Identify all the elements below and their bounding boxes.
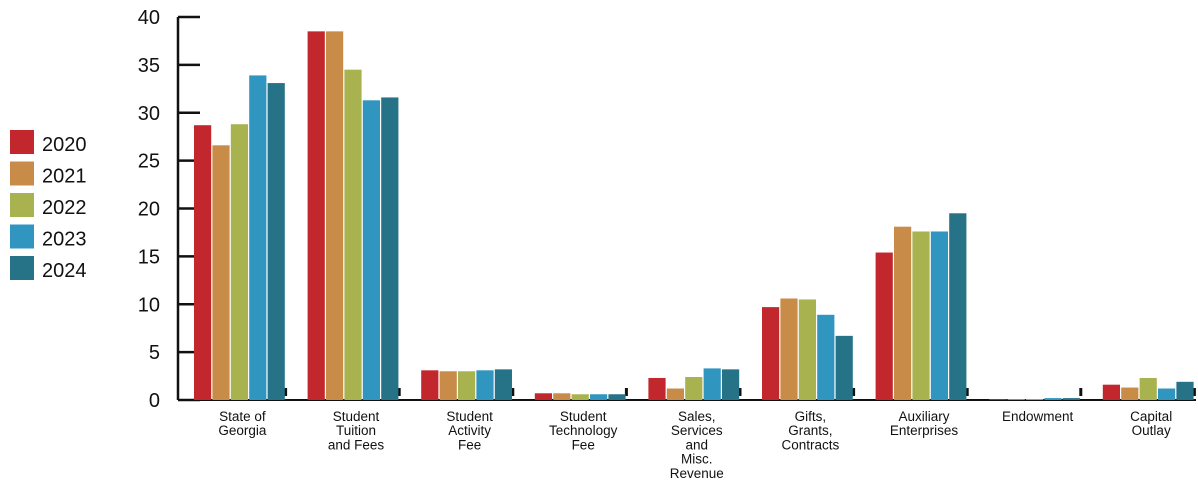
y-tick-label: 0 [149,390,160,412]
legend-label: 2022 [42,197,87,219]
bar [722,369,740,400]
bar [930,231,948,400]
bar [1062,398,1080,400]
legend-label: 2021 [42,166,87,188]
x-category-label: Grants, [788,423,832,438]
y-tick-label: 25 [138,151,160,173]
bar [553,393,571,400]
bar [835,335,853,400]
bar [421,370,439,400]
bar [685,377,703,400]
y-tick-label: 40 [138,7,160,29]
y-tick-label: 20 [138,199,160,221]
x-category-label: Misc. [681,452,713,467]
legend-label: 2024 [42,260,87,282]
x-category-label: Fee [572,437,595,452]
bar [608,394,626,400]
y-tick-label: 35 [138,55,160,77]
x-category-label: Technology [549,423,618,438]
x-category-label: Georgia [218,423,267,438]
bar [590,394,608,400]
legend-swatch [10,224,34,249]
x-category-label: State of [219,409,266,424]
bar [666,388,684,400]
x-category-label: Fee [458,437,481,452]
y-axis: 0 5 10 15 20 25 30 35 40 [138,7,200,412]
x-category-label: Capital [1130,409,1172,424]
bar [989,399,1007,400]
y-tick-label: 10 [138,294,160,316]
bar [1102,384,1120,400]
bar [875,252,893,400]
bar [762,307,780,400]
bar [1121,387,1139,400]
bar [344,69,362,400]
x-category-label: Gifts, [795,409,827,424]
bar [458,371,476,400]
x-category-label: Revenue [670,466,724,481]
bar [703,368,721,400]
x-category-label: Endowment [1002,409,1074,424]
bar [1176,381,1194,400]
bar [780,298,798,400]
x-category-label: Student [560,409,607,424]
x-category-label: Activity [448,423,491,438]
bar [249,75,267,400]
bar [476,370,494,400]
bar [1007,399,1025,400]
bar [949,213,967,400]
legend-swatch [10,256,34,280]
y-tick-label: 15 [138,246,160,268]
x-category-label: Tuition [336,423,376,438]
bar [381,97,399,401]
bars [194,31,1194,401]
bar [798,299,816,400]
bar [894,226,912,400]
bar [1044,398,1062,400]
x-category-label: Sales, [678,409,716,424]
bar [362,100,380,401]
bar [494,369,512,400]
bar [267,83,285,400]
x-category-label: Enterprises [890,423,959,438]
legend-swatch [10,193,34,217]
legend-swatch [10,161,34,186]
bar [1158,388,1176,400]
bar [1026,399,1044,400]
bar [1139,377,1157,400]
bar [534,393,552,400]
x-category-label: Services [671,423,723,438]
legend: 2020 2021 2022 2023 2024 [10,130,87,282]
x-category-label: Student [333,409,380,424]
bar [307,31,325,401]
legend-swatch [10,130,34,154]
y-tick-label: 5 [149,342,160,364]
legend-label: 2023 [42,229,87,251]
bar [194,125,212,400]
legend-label: 2020 [42,134,87,156]
bar [571,394,589,400]
bar [439,371,457,400]
y-tick-label: 30 [138,103,160,125]
x-category-label: Student [446,409,493,424]
bar [912,231,930,400]
bar [326,31,344,401]
x-category-label: Outlay [1132,423,1171,438]
bar [817,314,835,400]
bar [212,145,230,400]
x-category-label: Contracts [782,437,840,452]
bar [230,124,248,401]
x-category-label: and Fees [328,437,385,452]
x-category-label: Auxiliary [898,409,949,424]
x-category-label: and [686,437,709,452]
bar [648,377,666,400]
